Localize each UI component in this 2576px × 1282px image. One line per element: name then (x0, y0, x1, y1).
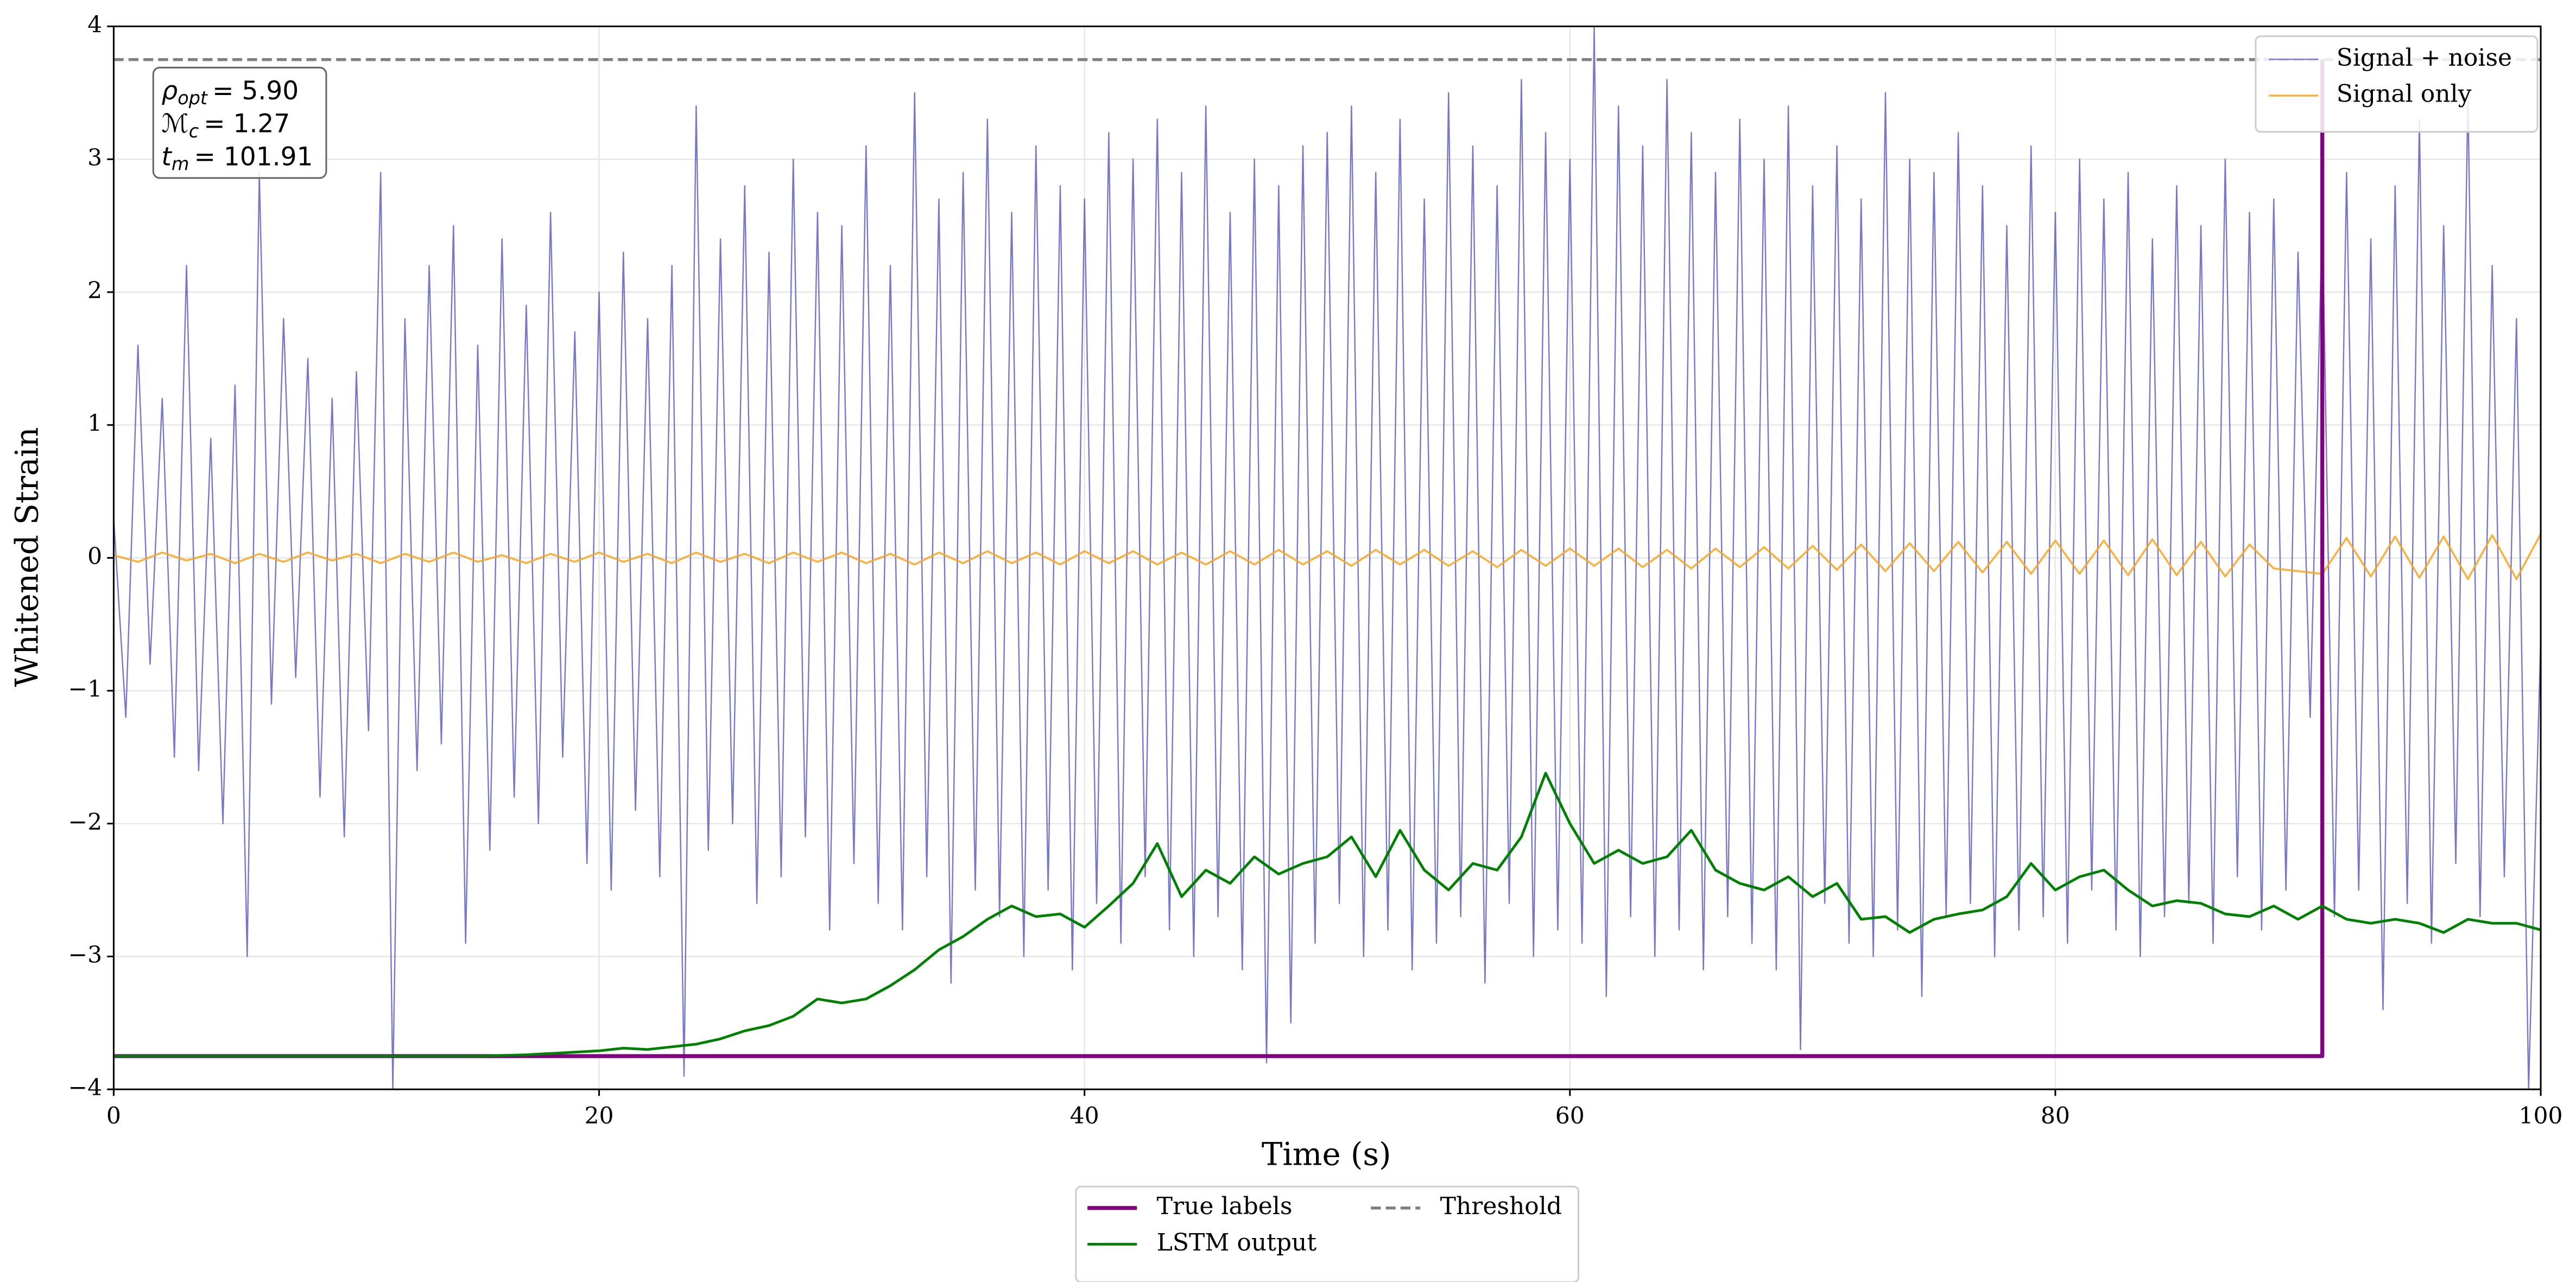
x-tick-label: 20 (585, 1103, 614, 1129)
series-line (113, 59, 2325, 1058)
annotation-symbol: ρ (161, 75, 178, 105)
annotation-value: = 5.90 (212, 75, 299, 105)
series-line (113, 26, 2541, 1090)
annotation-subscript: m (172, 153, 189, 174)
y-tick-label: 0 (87, 543, 102, 570)
legend-label: True labels (1157, 1192, 1293, 1220)
x-tick-label: 100 (2519, 1103, 2563, 1129)
annotation-subscript: c (189, 120, 199, 141)
y-tick-label: −2 (68, 809, 103, 836)
annotation-symbol: t (161, 142, 172, 172)
annotation-text: tm = 101.91 (161, 142, 313, 174)
legend-label: LSTM output (1157, 1229, 1317, 1256)
y-tick-label: 3 (87, 144, 102, 171)
legend-label: Signal + noise (2337, 44, 2512, 72)
x-tick-label: 40 (1070, 1103, 1099, 1129)
annotation-subscript: opt (178, 87, 208, 109)
y-tick-label: 4 (87, 12, 102, 39)
x-tick-label: 80 (2041, 1103, 2070, 1129)
y-tick-label: −1 (68, 676, 103, 703)
y-tick-label: −4 (68, 1075, 103, 1101)
y-tick-label: 2 (87, 277, 102, 304)
x-axis-label: Time (s) (1262, 1136, 1391, 1173)
annotation-box (152, 66, 327, 179)
legend-label: Threshold (1440, 1192, 1562, 1220)
y-axis-label: Whitened Strain (9, 427, 46, 687)
annotation-value: = 1.27 (204, 109, 290, 138)
y-tick-label: 1 (87, 411, 102, 437)
annotation-symbol: ℳ (161, 109, 188, 138)
series-line (113, 533, 2541, 580)
annotation-text: ρopt = 5.90 (161, 75, 299, 108)
annotation-text: ℳc = 1.27 (161, 109, 290, 141)
annotation-value: = 101.91 (194, 142, 313, 172)
legend-label: Signal only (2337, 80, 2472, 108)
plot-frame (112, 26, 2542, 1090)
series-line (113, 772, 2541, 1058)
y-tick-label: −3 (68, 942, 103, 968)
x-tick-label: 60 (1555, 1103, 1585, 1129)
legend-box (2255, 35, 2539, 133)
x-tick-label: 0 (106, 1103, 121, 1129)
legend-box (1075, 1185, 1580, 1282)
